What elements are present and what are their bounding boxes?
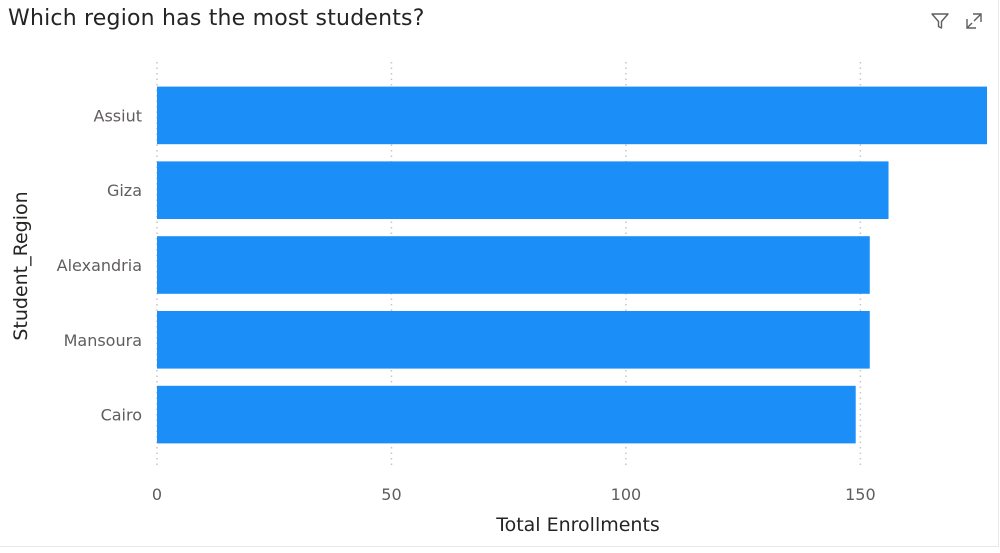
category-label-assiut: Assiut bbox=[94, 106, 142, 125]
x-tick-label: 50 bbox=[381, 485, 401, 504]
bar-assiut[interactable] bbox=[157, 86, 987, 145]
filter-icon[interactable] bbox=[930, 11, 950, 31]
x-tick-label: 0 bbox=[152, 485, 162, 504]
category-label-cairo: Cairo bbox=[101, 406, 142, 425]
bars bbox=[157, 86, 987, 444]
category-label-alexandria: Alexandria bbox=[57, 256, 142, 275]
bar-mansoura[interactable] bbox=[157, 311, 870, 369]
x-tick-label: 100 bbox=[611, 485, 642, 504]
y-axis-title: Student_Region bbox=[10, 191, 32, 340]
bar-giza[interactable] bbox=[157, 161, 889, 219]
x-tick-label: 150 bbox=[845, 485, 876, 504]
visual-header-icons bbox=[930, 11, 984, 31]
chart-title: Which region has the most students? bbox=[8, 6, 425, 31]
bar-alexandria[interactable] bbox=[157, 236, 870, 294]
focus-mode-icon[interactable] bbox=[964, 11, 984, 31]
category-label-mansoura: Mansoura bbox=[64, 331, 142, 350]
x-tick-labels: 0 50 100 150 bbox=[152, 485, 876, 504]
category-labels: Assiut Giza Alexandria Mansoura Cairo bbox=[57, 106, 142, 424]
category-label-giza: Giza bbox=[107, 181, 142, 200]
x-axis-title: Total Enrollments bbox=[495, 514, 660, 536]
bar-cairo[interactable] bbox=[157, 385, 856, 444]
